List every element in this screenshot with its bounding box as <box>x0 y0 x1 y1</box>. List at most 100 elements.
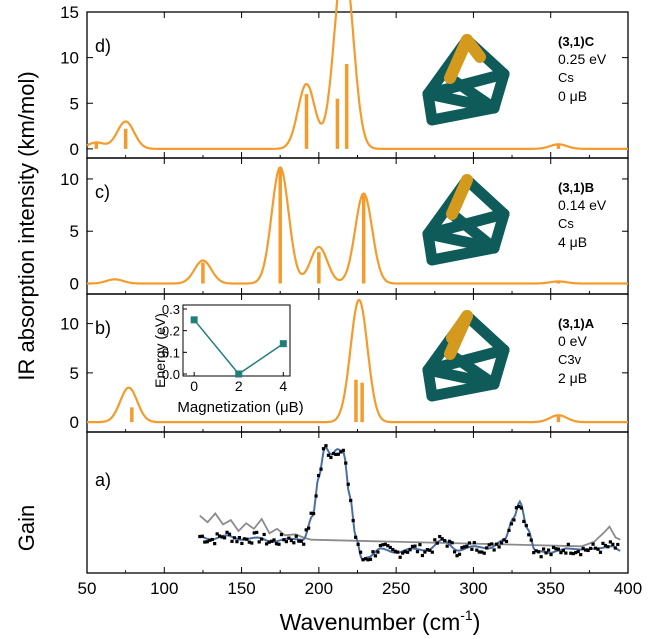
gain-data-point <box>215 532 219 536</box>
gain-data-point <box>475 548 479 552</box>
gain-data-point <box>420 553 425 558</box>
gain-data-point <box>504 539 509 544</box>
inset-y-tick-label: 0.2 <box>162 324 180 339</box>
x-axis-label-main: Wavenumber (cm <box>280 609 461 635</box>
gain-data-point <box>312 512 316 516</box>
gain-data-point <box>492 548 496 552</box>
structure-name: (3,1)C <box>558 34 595 49</box>
gain-data-point <box>267 540 271 544</box>
gain-data-point <box>465 544 469 548</box>
gain-data-point <box>415 550 420 554</box>
gain-data-point <box>245 537 249 541</box>
panel-c: 0 5 10 c) (3,1)B 0.14 eV Cs 4 μB <box>60 166 628 294</box>
gain-data-point <box>341 448 345 452</box>
gain-data-point <box>487 543 491 547</box>
gain-data-point <box>307 526 311 530</box>
panel-label: d) <box>95 36 111 56</box>
gain-data-point <box>480 550 484 554</box>
gain-data-point <box>252 531 256 535</box>
gray-experimental-trace-line <box>199 512 621 548</box>
gain-data-point <box>269 539 274 543</box>
gain-data-point <box>294 534 298 538</box>
gain-data-point <box>527 533 531 537</box>
gain-data-point <box>467 541 472 545</box>
gain-data-point <box>460 546 464 550</box>
gain-data-point <box>230 539 234 543</box>
gain-data-point <box>349 498 353 503</box>
gain-data-point <box>566 542 570 546</box>
gain-data-point <box>588 546 593 551</box>
gain-data-point <box>616 542 620 547</box>
y-tick-label: 15 <box>60 3 79 22</box>
gain-data-point <box>559 551 563 555</box>
gain-data-point <box>455 554 459 558</box>
structure-moment: 4 μB <box>558 234 587 250</box>
inset-x-tick-label: 2 <box>235 378 243 394</box>
gain-data-point <box>584 548 588 552</box>
gain-data-point <box>537 550 541 554</box>
gain-data-point <box>354 535 358 539</box>
gain-data-point <box>593 546 598 550</box>
gain-data-point <box>413 544 417 548</box>
gain-data-point <box>410 544 415 549</box>
gain-data-point <box>438 534 442 539</box>
gain-data-point <box>358 550 363 554</box>
gain-data-point <box>373 554 378 558</box>
gain-data-point <box>309 511 313 515</box>
gain-data-point <box>477 550 481 554</box>
gain-data-point <box>581 546 585 551</box>
inset-frame <box>182 304 291 377</box>
structure-symmetry: Cs <box>558 70 574 85</box>
gain-data-point <box>591 542 595 546</box>
gain-data-point <box>569 551 573 555</box>
inset-x-tick-label: 0 <box>190 378 198 394</box>
cluster-bond <box>488 344 510 390</box>
gain-data-point <box>398 555 402 559</box>
gain-data-point <box>237 535 242 540</box>
gain-data-point <box>368 557 373 561</box>
gain-data-point <box>292 541 296 545</box>
x-axis-label-sup: -1 <box>460 607 473 623</box>
gain-data-point <box>517 504 521 509</box>
gain-data-point <box>529 538 533 542</box>
gain-data-point <box>435 541 439 545</box>
gain-data-point <box>272 538 276 542</box>
inset-y-tick-label: 0.3 <box>162 302 180 317</box>
gain-data-point <box>606 545 610 549</box>
gain-data-point <box>331 451 335 456</box>
x-tick-label: 100 <box>150 579 178 598</box>
gain-data-point <box>205 540 209 544</box>
gain-data-point <box>351 518 355 523</box>
gain-data-point <box>203 540 207 544</box>
y-axis-label: IR absorption intensity (km/mol) <box>14 71 39 380</box>
structure-name: (3,1)A <box>558 316 595 331</box>
gain-data-point <box>423 550 427 554</box>
gain-data-point <box>378 543 382 548</box>
gain-data-point <box>277 542 281 546</box>
y-tick-label: 10 <box>60 170 79 189</box>
gain-data-point <box>262 532 266 537</box>
gain-data-point <box>576 549 580 554</box>
gain-data-point <box>532 551 536 555</box>
x-tick-label: 400 <box>614 579 642 598</box>
cluster-bond <box>446 208 500 254</box>
gain-data-point <box>297 539 301 543</box>
gain-data-point <box>561 549 565 553</box>
cluster-bond <box>461 310 510 356</box>
y-tick-label: 5 <box>70 94 79 113</box>
gain-data-point <box>425 548 429 552</box>
structure-energy: 0 eV <box>558 333 587 349</box>
structure-moment: 2 μB <box>558 370 587 386</box>
inset-marker <box>279 340 287 348</box>
gain-data-point <box>242 537 246 541</box>
x-tick-label: 150 <box>227 579 255 598</box>
gain-data-point <box>247 540 251 544</box>
gain-data-point <box>440 537 444 541</box>
inset-marker <box>190 316 198 324</box>
gain-data-point <box>299 539 303 543</box>
gain-data-point <box>433 538 437 542</box>
x-tick-label: 300 <box>459 579 487 598</box>
gain-data-point <box>314 494 318 498</box>
gain-data-point <box>405 550 410 554</box>
inset-x-label: Magnetization (μB) <box>177 399 303 416</box>
